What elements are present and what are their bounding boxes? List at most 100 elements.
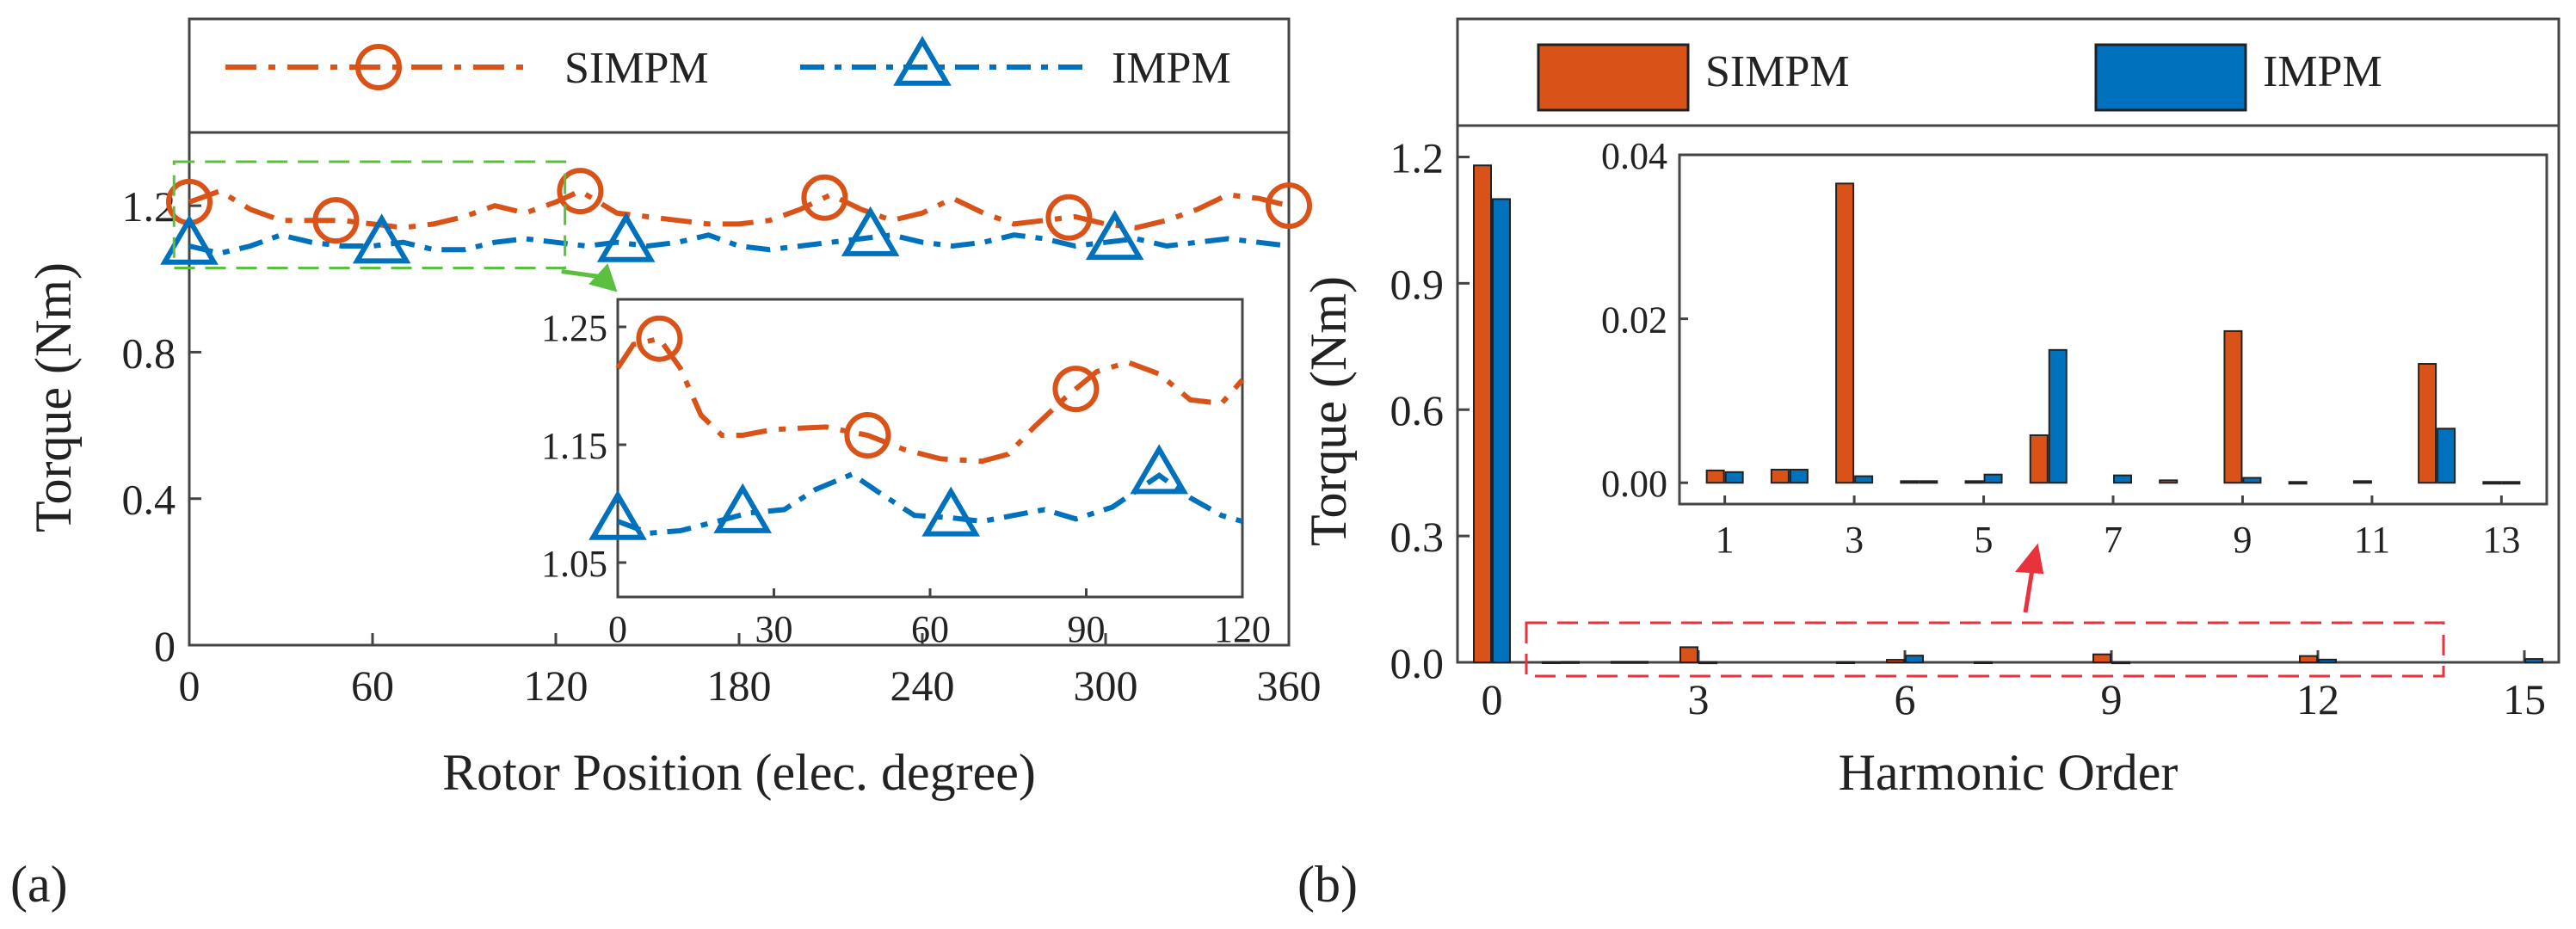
- chart-a-inset-marker-impm: [1130, 444, 1189, 495]
- chart-b-xtick-label: 15: [2503, 675, 2546, 723]
- chart-b-zoom-arrow: [2023, 569, 2035, 613]
- chart-b-xtick-label: 12: [2296, 675, 2339, 723]
- chart-b-ylabel: Torque (Nm): [1300, 276, 1357, 546]
- chart-b-ytick-label: 0.9: [1390, 260, 1445, 308]
- legend-a-marker-impm: [893, 35, 952, 86]
- legend-b-label-impm: IMPM: [2263, 47, 2382, 96]
- chart-b-xtick-label: 9: [2101, 675, 2123, 723]
- chart-b-bar-impm: [1974, 661, 1993, 665]
- chart-b-inset-bar-simpm: [2352, 480, 2372, 484]
- chart-b-inset-bar-simpm: [2418, 363, 2437, 484]
- chart-a-ytick-label: 0: [154, 622, 176, 670]
- chart-b-inset-bar-simpm: [2288, 481, 2308, 485]
- chart-b-bar-impm: [1836, 661, 1855, 665]
- chart-a-ytick-label: 0.4: [122, 476, 176, 524]
- chart-a-marker-simpm: [1266, 182, 1312, 230]
- chart-a-inset-ytick-label: 1.15: [541, 425, 607, 467]
- chart-b-inset-bar-impm: [1724, 471, 1744, 484]
- chart-a-xtick-label: 300: [1074, 661, 1138, 710]
- chart-b-bar-simpm: [1542, 661, 1561, 665]
- chart-a-zoom-arrowhead: [589, 263, 618, 292]
- chart-b-inset-bar-simpm: [1900, 480, 1920, 484]
- legend-a-marker-simpm: [355, 44, 402, 90]
- chart-b-zoom-arrowhead: [2015, 543, 2044, 575]
- chart-a-inset-frame: [616, 298, 1244, 599]
- chart-b-inset-bar-simpm: [2029, 434, 2049, 484]
- chart-b-inset-bar-simpm: [1770, 468, 1790, 484]
- chart-b-inset-xtick-label: 13: [2482, 519, 2520, 561]
- chart-b-bar-impm: [2111, 661, 2130, 665]
- chart-b-inset-xtick-label: 7: [2104, 519, 2123, 561]
- chart-b-inset-bar-simpm: [1705, 469, 1725, 484]
- panel-label-b: (b): [1297, 856, 1358, 913]
- chart-b-bar-impm: [1561, 661, 1580, 664]
- chart-b-inset-ytick-label: 0.04: [1601, 135, 1667, 177]
- chart-b-inset-bar-simpm: [2482, 481, 2502, 485]
- chart-b-bar-simpm: [1473, 164, 1492, 664]
- chart-b-bar-simpm: [2092, 653, 2111, 663]
- chart-b-bar-impm: [1905, 655, 1924, 663]
- chart-a-marker-impm: [841, 206, 900, 256]
- chart-a-marker-simpm: [1045, 194, 1093, 241]
- legend-b-swatch-impm: [2094, 43, 2247, 112]
- chart-a-series-simpm: [188, 188, 1290, 231]
- chart-b-inset-bar-impm: [2048, 348, 2068, 484]
- legend-a-label-impm: IMPM: [1112, 44, 1231, 93]
- chart-a-inset-ytick-label: 1.25: [541, 307, 607, 349]
- panel-label-a: (a): [10, 856, 68, 913]
- chart-a-marker-impm: [352, 213, 411, 264]
- chart-b-inset-bar-simpm: [2159, 479, 2179, 484]
- chart-b-inset-xtick-label: 9: [2233, 519, 2252, 561]
- chart-b-inset-xtick-label: 1: [1716, 519, 1735, 561]
- chart-b-ytick-label: 1.2: [1390, 133, 1445, 181]
- chart-b-inset-bar-simpm: [1964, 480, 1984, 484]
- chart-b-xtick-label: 6: [1895, 675, 1916, 723]
- chart-a-xlabel: Rotor Position (elec. degree): [442, 744, 1036, 801]
- chart-a-inset-xtick-label: 120: [1214, 608, 1271, 650]
- chart-b-bar-simpm: [1679, 646, 1698, 663]
- chart-a-ytick-label: 0.8: [122, 329, 176, 377]
- chart-a-inset-series-impm: [616, 471, 1243, 536]
- chart-b-bar-impm: [2524, 658, 2543, 663]
- chart-b-inset-ytick-label: 0.00: [1601, 463, 1667, 505]
- chart-a-zoom-arrow: [561, 269, 603, 280]
- legend-b-swatch-simpm: [1537, 43, 1690, 112]
- chart-a-zoom-box: [172, 160, 567, 270]
- chart-b-inset-bar-impm: [2113, 474, 2132, 484]
- chart-a-inset-marker-simpm: [1052, 366, 1100, 413]
- chart-a-inset-xtick-label: 0: [608, 608, 627, 650]
- chart-b-ytick-label: 0.0: [1390, 639, 1445, 687]
- chart-b-inset-bar-impm: [2437, 428, 2456, 484]
- chart-b-bar-impm: [1698, 661, 1717, 665]
- chart-a-inset-xtick-label: 30: [755, 608, 793, 650]
- chart-b-inset-bar-impm: [1854, 475, 1874, 484]
- chart-a-inset-ytick-label: 1.05: [541, 543, 607, 585]
- chart-a-xtick-label: 60: [351, 661, 394, 710]
- chart-a-marker-simpm: [312, 197, 360, 244]
- chart-b-inset-xtick-label: 5: [1975, 519, 1994, 561]
- chart-b-inset-xtick-label: 3: [1845, 519, 1864, 561]
- legend-a-label-simpm: SIMPM: [564, 44, 709, 93]
- chart-a-marker-impm: [1085, 210, 1144, 261]
- chart-a-xtick-label: 120: [524, 661, 589, 710]
- chart-b-inset-frame: [1678, 153, 2548, 506]
- chart-a-inset-marker-simpm: [844, 412, 891, 459]
- chart-b-bar-simpm: [1886, 659, 1905, 663]
- chart-a-marker-simpm: [801, 174, 848, 221]
- chart-b-bar-simpm: [2299, 655, 2318, 664]
- chart-a-marker-simpm: [557, 168, 604, 215]
- chart-b-inset-bar-impm: [2501, 481, 2521, 485]
- chart-a-marker-impm: [596, 212, 656, 262]
- chart-a-xtick-label: 180: [707, 661, 772, 710]
- chart-b-xtick-label: 0: [1482, 675, 1503, 723]
- chart-a-series-impm: [188, 232, 1290, 256]
- chart-a-xtick-label: 360: [1257, 661, 1322, 710]
- chart-b-inset-bar-impm: [1983, 473, 2003, 484]
- chart-b-bar-impm: [1492, 198, 1511, 663]
- chart-a-marker-impm: [160, 214, 219, 265]
- chart-a-xtick-label: 240: [891, 661, 955, 710]
- chart-a-inset-marker-impm: [589, 489, 647, 540]
